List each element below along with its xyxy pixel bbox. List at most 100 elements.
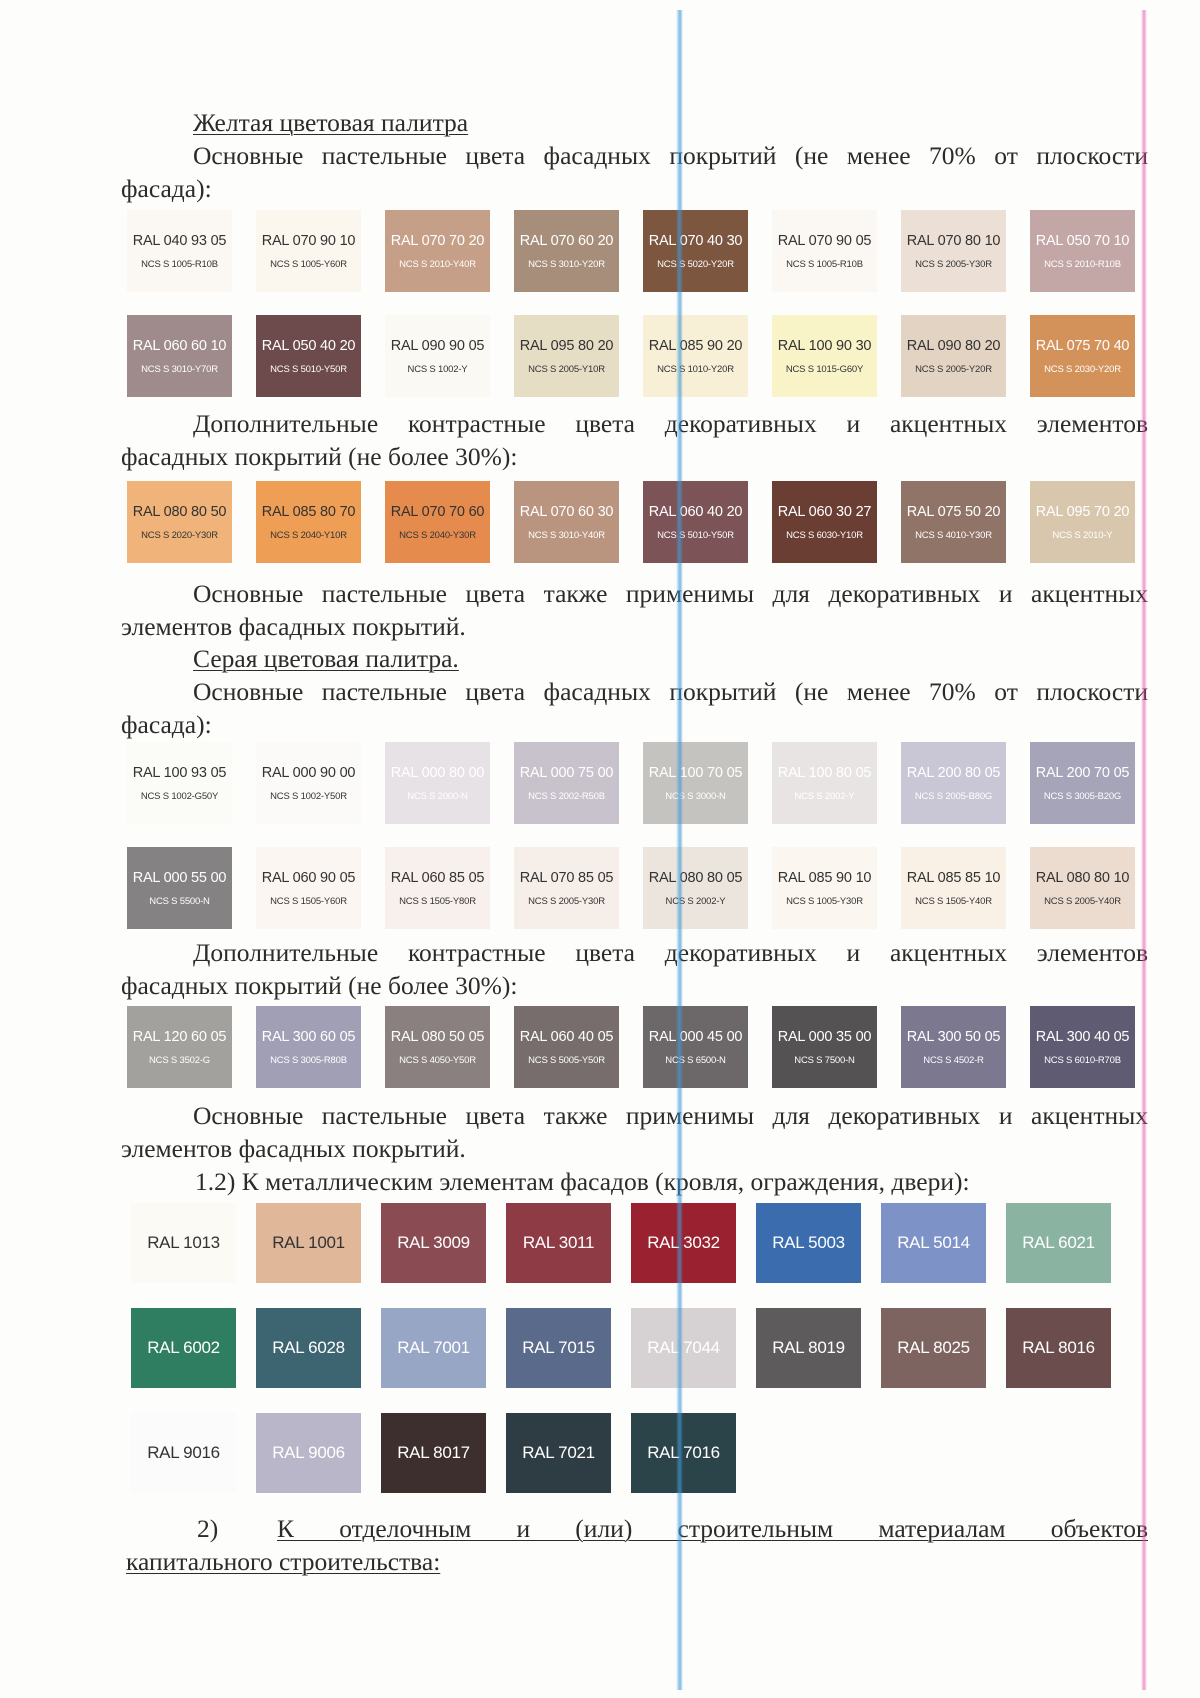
swatch-ncs-code: NCS S 5020-Y20R <box>657 258 734 270</box>
color-swatch: RAL 9016 <box>131 1413 236 1493</box>
color-swatch: RAL 070 70 20 NCS S 2010-Y40R <box>385 210 490 292</box>
color-swatch: RAL 095 70 20 NCS S 2010-Y <box>1030 481 1135 563</box>
color-swatch: RAL 080 80 05 NCS S 2002-Y <box>643 847 748 929</box>
yellow-note-line2: элементов фасадных покрытий. <box>121 612 466 641</box>
color-swatch: RAL 000 45 00 NCS S 6500-N <box>643 1006 748 1088</box>
color-swatch: RAL 070 60 30 NCS S 3010-Y40R <box>514 481 619 563</box>
color-swatch: RAL 070 70 60 NCS S 2040-Y30R <box>385 481 490 563</box>
swatch-ral-code: RAL 300 60 05 <box>261 1028 356 1045</box>
color-swatch: RAL 040 93 05 NCS S 1005-R10B <box>127 210 232 292</box>
swatch-ral-code: RAL 080 50 05 <box>390 1028 485 1045</box>
color-swatch: RAL 050 40 20 NCS S 5010-Y50R <box>256 315 361 397</box>
swatch-ncs-code: NCS S 4502-R <box>923 1054 984 1066</box>
swatch-ncs-code: NCS S 5010-Y50R <box>657 529 734 541</box>
color-swatch: RAL 8019 <box>756 1308 861 1388</box>
swatch-ral-code: RAL 090 80 20 <box>906 337 1001 354</box>
swatch-ral-code: RAL 100 93 05 <box>132 764 227 781</box>
swatch-ral-code: RAL 095 80 20 <box>519 337 614 354</box>
yellow-main-text-line1: Основные пастельные цвета фасадных покры… <box>193 141 1148 170</box>
swatch-ral-code: RAL 9016 <box>147 1443 220 1462</box>
swatch-ral-code: RAL 070 60 30 <box>519 503 614 520</box>
swatch-ncs-code: NCS S 1002-Y <box>407 363 468 375</box>
swatch-ral-code: RAL 100 80 05 <box>777 764 872 781</box>
swatch-ral-code: RAL 070 70 60 <box>390 503 485 520</box>
color-swatch: RAL 7016 <box>631 1413 736 1493</box>
swatch-ncs-code: NCS S 2002-Y <box>665 895 726 907</box>
swatch-ncs-code: NCS S 3502-G <box>149 1054 210 1066</box>
color-swatch: RAL 100 70 05 NCS S 3000-N <box>643 742 748 824</box>
color-swatch: RAL 070 90 10 NCS S 1005-Y60R <box>256 210 361 292</box>
swatch-ral-code: RAL 7021 <box>522 1443 595 1462</box>
swatch-ral-code: RAL 085 80 70 <box>261 503 356 520</box>
color-swatch: RAL 060 90 05 NCS S 1505-Y60R <box>256 847 361 929</box>
swatch-ral-code: RAL 7015 <box>522 1338 595 1357</box>
color-swatch: RAL 7021 <box>506 1413 611 1493</box>
swatch-ral-code: RAL 000 90 00 <box>261 764 356 781</box>
color-swatch: RAL 120 60 05 NCS S 3502-G <box>127 1006 232 1088</box>
color-swatch: RAL 085 85 10 NCS S 1505-Y40R <box>901 847 1006 929</box>
swatch-ncs-code: NCS S 3005-B20G <box>1043 790 1122 802</box>
color-swatch: RAL 075 50 20 NCS S 4010-Y30R <box>901 481 1006 563</box>
swatch-ncs-code: NCS S 2005-Y40R <box>1044 895 1121 907</box>
color-swatch: RAL 060 30 27 NCS S 6030-Y10R <box>772 481 877 563</box>
color-swatch: RAL 095 80 20 NCS S 2005-Y10R <box>514 315 619 397</box>
swatch-ral-code: RAL 080 80 10 <box>1035 869 1130 886</box>
color-swatch: RAL 200 70 05 NCS S 3005-B20G <box>1030 742 1135 824</box>
swatch-ral-code: RAL 100 70 05 <box>648 764 743 781</box>
color-swatch: RAL 060 40 20 NCS S 5010-Y50R <box>643 481 748 563</box>
swatch-ral-code: RAL 070 80 10 <box>906 232 1001 249</box>
swatch-ncs-code: NCS S 7500-N <box>794 1054 855 1066</box>
swatch-ncs-code: NCS S 2005-Y30R <box>915 258 992 270</box>
color-swatch: RAL 085 90 10 NCS S 1005-Y30R <box>772 847 877 929</box>
color-swatch: RAL 5003 <box>756 1203 861 1283</box>
swatch-ral-code: RAL 1013 <box>147 1233 220 1252</box>
swatch-ral-code: RAL 300 40 05 <box>1035 1028 1130 1045</box>
swatch-ral-code: RAL 060 40 05 <box>519 1028 614 1045</box>
swatch-ncs-code: NCS S 2040-Y10R <box>270 529 347 541</box>
color-swatch: RAL 060 60 10 NCS S 3010-Y70R <box>127 315 232 397</box>
swatch-ral-code: RAL 8016 <box>1022 1338 1095 1357</box>
color-swatch: RAL 000 35 00 NCS S 7500-N <box>772 1006 877 1088</box>
color-swatch: RAL 100 93 05 NCS S 1002-G50Y <box>127 742 232 824</box>
swatch-ral-code: RAL 080 80 05 <box>648 869 743 886</box>
swatch-ncs-code: NCS S 6010-R70B <box>1044 1054 1121 1066</box>
swatch-ral-code: RAL 085 85 10 <box>906 869 1001 886</box>
swatch-ncs-code: NCS S 2005-Y20R <box>915 363 992 375</box>
swatch-ncs-code: NCS S 1015-G60Y <box>785 363 864 375</box>
swatch-ncs-code: NCS S 1002-G50Y <box>140 790 219 802</box>
swatch-ral-code: RAL 100 90 30 <box>777 337 872 354</box>
color-swatch: RAL 300 50 05 NCS S 4502-R <box>901 1006 1006 1088</box>
color-swatch: RAL 070 40 30 NCS S 5020-Y20R <box>643 210 748 292</box>
gray-main-text-line1: Основные пастельные цвета фасадных покры… <box>193 677 1148 706</box>
swatch-ral-code: RAL 060 90 05 <box>261 869 356 886</box>
swatch-ral-code: RAL 6021 <box>1022 1233 1095 1252</box>
swatch-ncs-code: NCS S 2020-Y30R <box>141 529 218 541</box>
color-swatch: RAL 3009 <box>381 1203 486 1283</box>
color-swatch: RAL 8017 <box>381 1413 486 1493</box>
swatch-ral-code: RAL 070 85 05 <box>519 869 614 886</box>
swatch-ncs-code: NCS S 3010-Y40R <box>528 529 605 541</box>
color-swatch: RAL 060 40 05 NCS S 5005-Y50R <box>514 1006 619 1088</box>
color-swatch: RAL 070 90 05 NCS S 1005-R10B <box>772 210 877 292</box>
swatch-ncs-code: NCS S 1005-Y60R <box>270 258 347 270</box>
yellow-extra-text-line2: фасадных покрытий (не более 30%): <box>121 442 518 471</box>
swatch-ral-code: RAL 080 80 50 <box>132 503 227 520</box>
color-swatch: RAL 080 80 10 NCS S 2005-Y40R <box>1030 847 1135 929</box>
swatch-ncs-code: NCS S 5005-Y50R <box>528 1054 605 1066</box>
metal-elements-heading: 1.2) К металлическим элементам фасадов (… <box>195 1167 970 1196</box>
swatch-ral-code: RAL 000 55 00 <box>132 869 227 886</box>
swatch-ral-code: RAL 200 70 05 <box>1035 764 1130 781</box>
swatch-ral-code: RAL 060 30 27 <box>777 503 872 520</box>
color-swatch: RAL 100 90 30 NCS S 1015-G60Y <box>772 315 877 397</box>
yellow-main-swatches: RAL 040 93 05 NCS S 1005-R10B RAL 070 90 1… <box>127 210 1139 397</box>
swatch-ncs-code: NCS S 2040-Y30R <box>399 529 476 541</box>
swatch-ncs-code: NCS S 4010-Y30R <box>915 529 992 541</box>
swatch-ral-code: RAL 095 70 20 <box>1035 503 1130 520</box>
swatch-ral-code: RAL 8019 <box>772 1338 845 1357</box>
color-swatch: RAL 1013 <box>131 1203 236 1283</box>
color-swatch: RAL 7001 <box>381 1308 486 1388</box>
swatch-ral-code: RAL 7001 <box>397 1338 470 1357</box>
swatch-ral-code: RAL 060 40 20 <box>648 503 743 520</box>
swatch-ral-code: RAL 6028 <box>272 1338 345 1357</box>
section-2-text-line1: К отделочным и (или) строительным матери… <box>277 1514 1148 1543</box>
